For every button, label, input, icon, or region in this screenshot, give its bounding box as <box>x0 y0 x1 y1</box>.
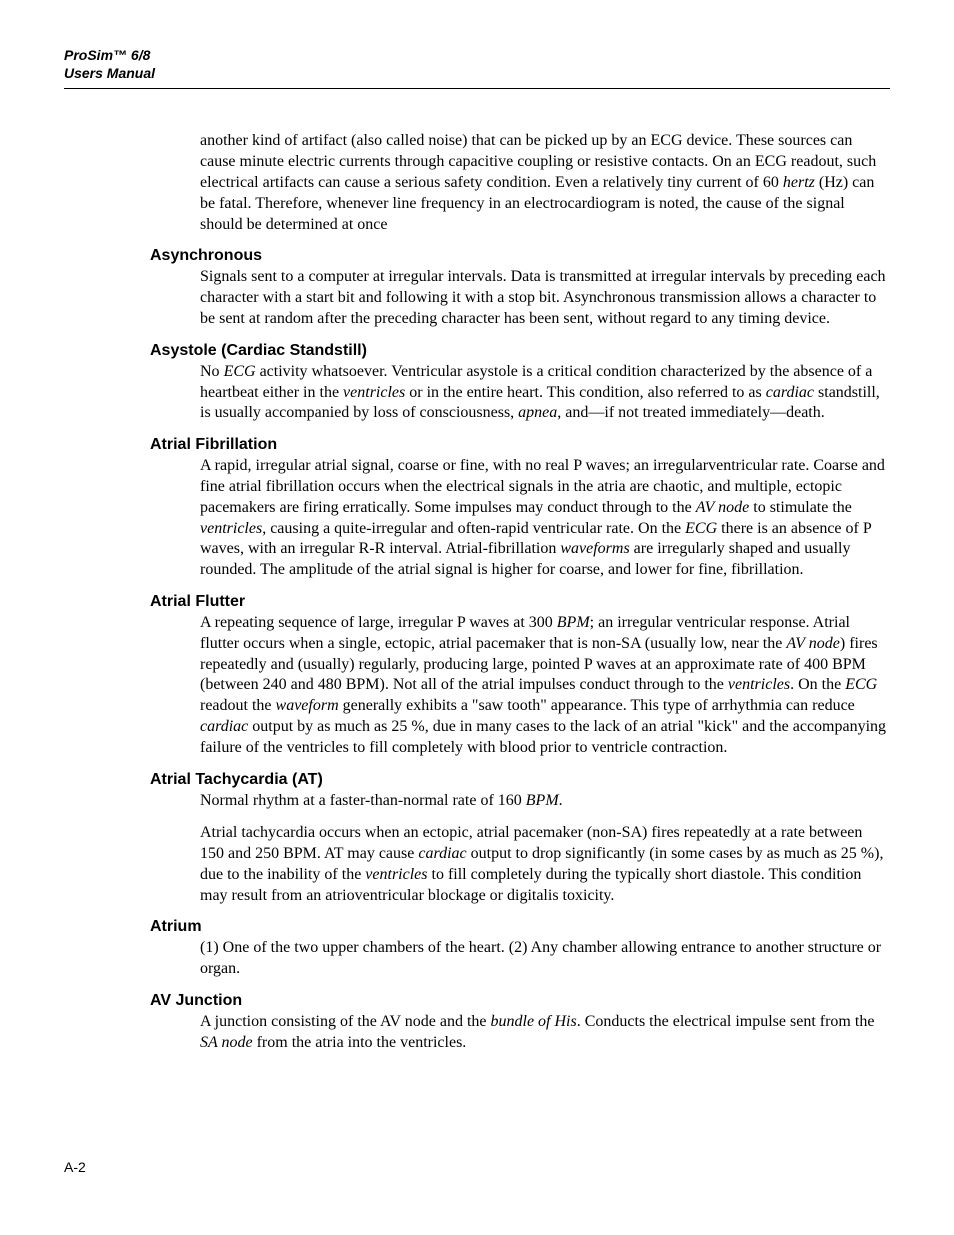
page-content: another kind of artifact (also called no… <box>150 131 890 1053</box>
text-segment: , and—if not treated immediately—death. <box>557 404 824 421</box>
text-segment: . <box>559 792 563 809</box>
definition-asynchronous: Signals sent to a computer at irregular … <box>200 267 890 329</box>
text-segment: or in the entire heart. This condition, … <box>405 384 765 401</box>
italic-term: AV node <box>786 635 840 652</box>
header-line-2: Users Manual <box>64 64 890 82</box>
italic-term: ECG <box>685 520 717 537</box>
text-segment: readout the <box>200 697 276 714</box>
text-segment: Normal rhythm at a faster-than-normal ra… <box>200 792 526 809</box>
definition-atrium: (1) One of the two upper chambers of the… <box>200 938 890 980</box>
term-heading-asynchronous: Asynchronous <box>150 247 890 265</box>
term-heading-atrial-fibrillation: Atrial Fibrillation <box>150 436 890 454</box>
document-page: ProSim™ 6/8 Users Manual another kind of… <box>0 0 954 1235</box>
text-segment: No <box>200 363 224 380</box>
text-segment: , causing a quite-irregular and often-ra… <box>262 520 685 537</box>
text-segment: output by as much as 25 %, due in many c… <box>200 718 886 756</box>
page-number: A-2 <box>64 1159 86 1175</box>
italic-term: ventricles <box>728 676 790 693</box>
italic-term: bundle of His <box>491 1013 577 1030</box>
definition-atrial-tachycardia-p1: Normal rhythm at a faster-than-normal ra… <box>200 791 890 812</box>
italic-term: ventricles <box>365 866 427 883</box>
italic-term: ventricles <box>200 520 262 537</box>
italic-term: hertz <box>783 174 815 191</box>
header-rule <box>64 88 890 89</box>
text-segment: generally exhibits a "saw tooth" appeara… <box>339 697 855 714</box>
italic-term: apnea <box>518 404 557 421</box>
definition-atrial-flutter: A repeating sequence of large, irregular… <box>200 613 890 759</box>
italic-term: ECG <box>224 363 256 380</box>
text-segment: A repeating sequence of large, irregular… <box>200 614 557 631</box>
term-heading-asystole: Asystole (Cardiac Standstill) <box>150 342 890 360</box>
text-segment: . Conducts the electrical impulse sent f… <box>577 1013 875 1030</box>
definition-asystole: No ECG activity whatsoever. Ventricular … <box>200 362 890 424</box>
italic-term: ECG <box>845 676 877 693</box>
italic-term: BPM <box>526 792 559 809</box>
text-segment: to stimulate the <box>749 499 852 516</box>
text-segment: another kind of artifact (also called no… <box>200 132 876 191</box>
term-heading-av-junction: AV Junction <box>150 992 890 1010</box>
term-heading-atrial-tachycardia: Atrial Tachycardia (AT) <box>150 771 890 789</box>
italic-term: AV node <box>696 499 750 516</box>
italic-term: waveforms <box>560 540 629 557</box>
term-heading-atrium: Atrium <box>150 918 890 936</box>
text-segment: from the atria into the ventricles. <box>253 1034 467 1051</box>
italic-term: BPM <box>557 614 590 631</box>
italic-term: waveform <box>276 697 339 714</box>
continued-definition: another kind of artifact (also called no… <box>200 131 890 235</box>
italic-term: ventricles <box>343 384 405 401</box>
term-heading-atrial-flutter: Atrial Flutter <box>150 593 890 611</box>
text-segment: A junction consisting of the AV node and… <box>200 1013 491 1030</box>
italic-term: cardiac <box>766 384 814 401</box>
text-segment: . On the <box>790 676 845 693</box>
definition-av-junction: A junction consisting of the AV node and… <box>200 1012 890 1054</box>
italic-term: cardiac <box>200 718 248 735</box>
italic-term: SA node <box>200 1034 253 1051</box>
definition-atrial-tachycardia-p2: Atrial tachycardia occurs when an ectopi… <box>200 823 890 906</box>
definition-atrial-fibrillation: A rapid, irregular atrial signal, coarse… <box>200 456 890 581</box>
italic-term: cardiac <box>418 845 466 862</box>
header-line-1: ProSim™ 6/8 <box>64 46 890 64</box>
page-header: ProSim™ 6/8 Users Manual <box>64 46 890 82</box>
